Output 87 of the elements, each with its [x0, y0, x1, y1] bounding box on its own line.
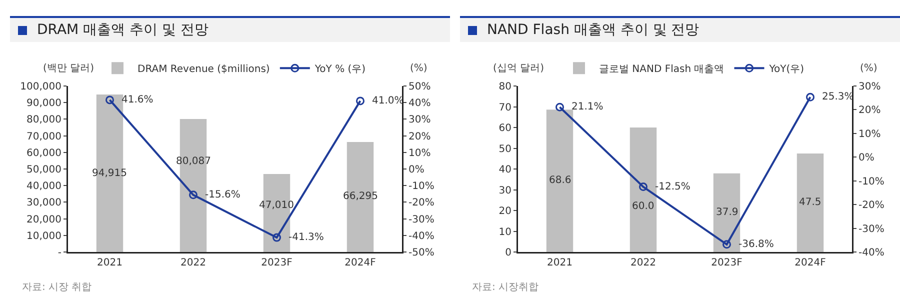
- data-label: 68.6: [549, 175, 572, 186]
- point: [356, 96, 364, 106]
- y-tick-label: 70: [498, 102, 512, 114]
- y-axis-title: (십억 달러): [493, 63, 544, 74]
- y2-tick-label: 10%: [408, 148, 431, 159]
- x-tick-label: 2023F: [261, 258, 293, 268]
- point: [106, 96, 114, 104]
- data-label: -36.8%: [732, 238, 774, 250]
- y-tick-label: 0: [505, 248, 512, 258]
- point: [639, 182, 648, 192]
- y-tick-label: 80: [498, 82, 512, 92]
- data-label: 25.3%: [816, 92, 854, 103]
- y-tick-label: 60: [498, 123, 512, 134]
- legend-label: YoY(우): [768, 64, 804, 76]
- data-label: 66,295: [343, 191, 378, 202]
- y-tick-label: 30: [498, 185, 512, 196]
- point: [189, 190, 198, 200]
- x-tick-label: 2024F: [344, 258, 376, 268]
- y-tick-label: 20,000: [26, 214, 62, 226]
- y2-tick-label: -40%: [858, 248, 884, 258]
- bar: [796, 153, 824, 252]
- legend-label: DRAM Revenue ($millions): [138, 64, 270, 76]
- y-tick-label: 10: [498, 226, 512, 238]
- y-axis-title: (백만 달러): [43, 63, 94, 74]
- y2-tick-label: -10%: [408, 181, 434, 192]
- x-tick-label: 2023F: [711, 258, 743, 268]
- point: [806, 92, 814, 102]
- y2-tick-label: -50%: [408, 248, 434, 258]
- y2-tick-label: 0%: [408, 164, 424, 176]
- x-tick-label: 2021: [547, 258, 572, 268]
- data-label: -15.6%: [198, 189, 240, 200]
- y-tick-label: 10,000: [26, 230, 62, 242]
- bar: [630, 128, 657, 252]
- y2-tick-label: -30%: [408, 214, 434, 226]
- y-tick-label: 100,000: [20, 82, 62, 92]
- bar: [546, 110, 574, 252]
- legend-label: 글로벌 NAND Flash 매출액: [599, 64, 724, 76]
- y2-tick-label: 40%: [408, 98, 431, 110]
- y-tick-label: 50,000: [26, 164, 62, 176]
- data-label: 21.1%: [565, 102, 604, 113]
- chart-title: DRAM 매출액 추이 및 전망: [37, 21, 208, 39]
- data-label: 60.0: [632, 201, 654, 212]
- point: [722, 240, 731, 249]
- y-tick-label: 80,000: [26, 114, 62, 126]
- y2-tick-label: 30%: [408, 114, 431, 126]
- data-label: 41.0%: [366, 95, 404, 106]
- bar: [713, 173, 740, 252]
- x-tick-label: 2024F: [794, 258, 826, 268]
- y-tick-label: 40: [498, 164, 512, 176]
- y2-tick-label: 20%: [408, 131, 431, 142]
- data-label: 94,915: [92, 168, 127, 179]
- y-tick-label: -: [58, 248, 62, 258]
- x-tick-label: 2022: [630, 258, 656, 268]
- chart-title: NAND Flash 매출액 추이 및 전망: [487, 21, 700, 39]
- y2-tick-label: 20%: [858, 105, 881, 116]
- y2-tick-label: 0%: [858, 152, 874, 164]
- y-tick-label: 90,000: [26, 98, 62, 110]
- point: [556, 102, 564, 112]
- y2-tick-label: 30%: [858, 82, 881, 92]
- x-tick-label: 2021: [97, 258, 122, 268]
- data-label: 47,010: [259, 200, 294, 211]
- text: 자료: 시장 취합: [22, 281, 93, 294]
- data-label: 47.5: [799, 197, 822, 208]
- y-tick-label: 60,000: [26, 148, 62, 159]
- y2-axis-title: (%): [410, 63, 428, 74]
- y-tick-label: 40,000: [26, 181, 62, 192]
- y2-tick-label: -40%: [408, 230, 434, 242]
- legend-label: YoY % (우): [314, 64, 366, 76]
- data-label: 80,087: [176, 156, 211, 167]
- y-tick-label: 50: [498, 144, 512, 155]
- data-label: 41.6%: [115, 94, 154, 106]
- y-tick-label: 20: [498, 206, 512, 217]
- data-label: -41.3%: [282, 232, 324, 244]
- data-label: -12.5%: [648, 181, 690, 192]
- y-tick-label: 70,000: [26, 131, 62, 142]
- y2-tick-label: -20%: [408, 198, 434, 209]
- data-label: 37.9: [716, 207, 738, 218]
- y2-tick-label: 50%: [408, 82, 431, 92]
- y2-tick-label: -30%: [858, 224, 884, 235]
- y2-axis-title: (%): [860, 63, 878, 74]
- x-tick-label: 2022: [180, 258, 206, 268]
- text: 자료: 시장취합: [472, 281, 540, 294]
- y2-tick-label: -10%: [858, 176, 884, 188]
- point: [272, 233, 281, 242]
- y-tick-label: 30,000: [26, 198, 62, 209]
- y2-tick-label: 10%: [858, 128, 881, 140]
- y2-tick-label: -20%: [858, 200, 884, 212]
